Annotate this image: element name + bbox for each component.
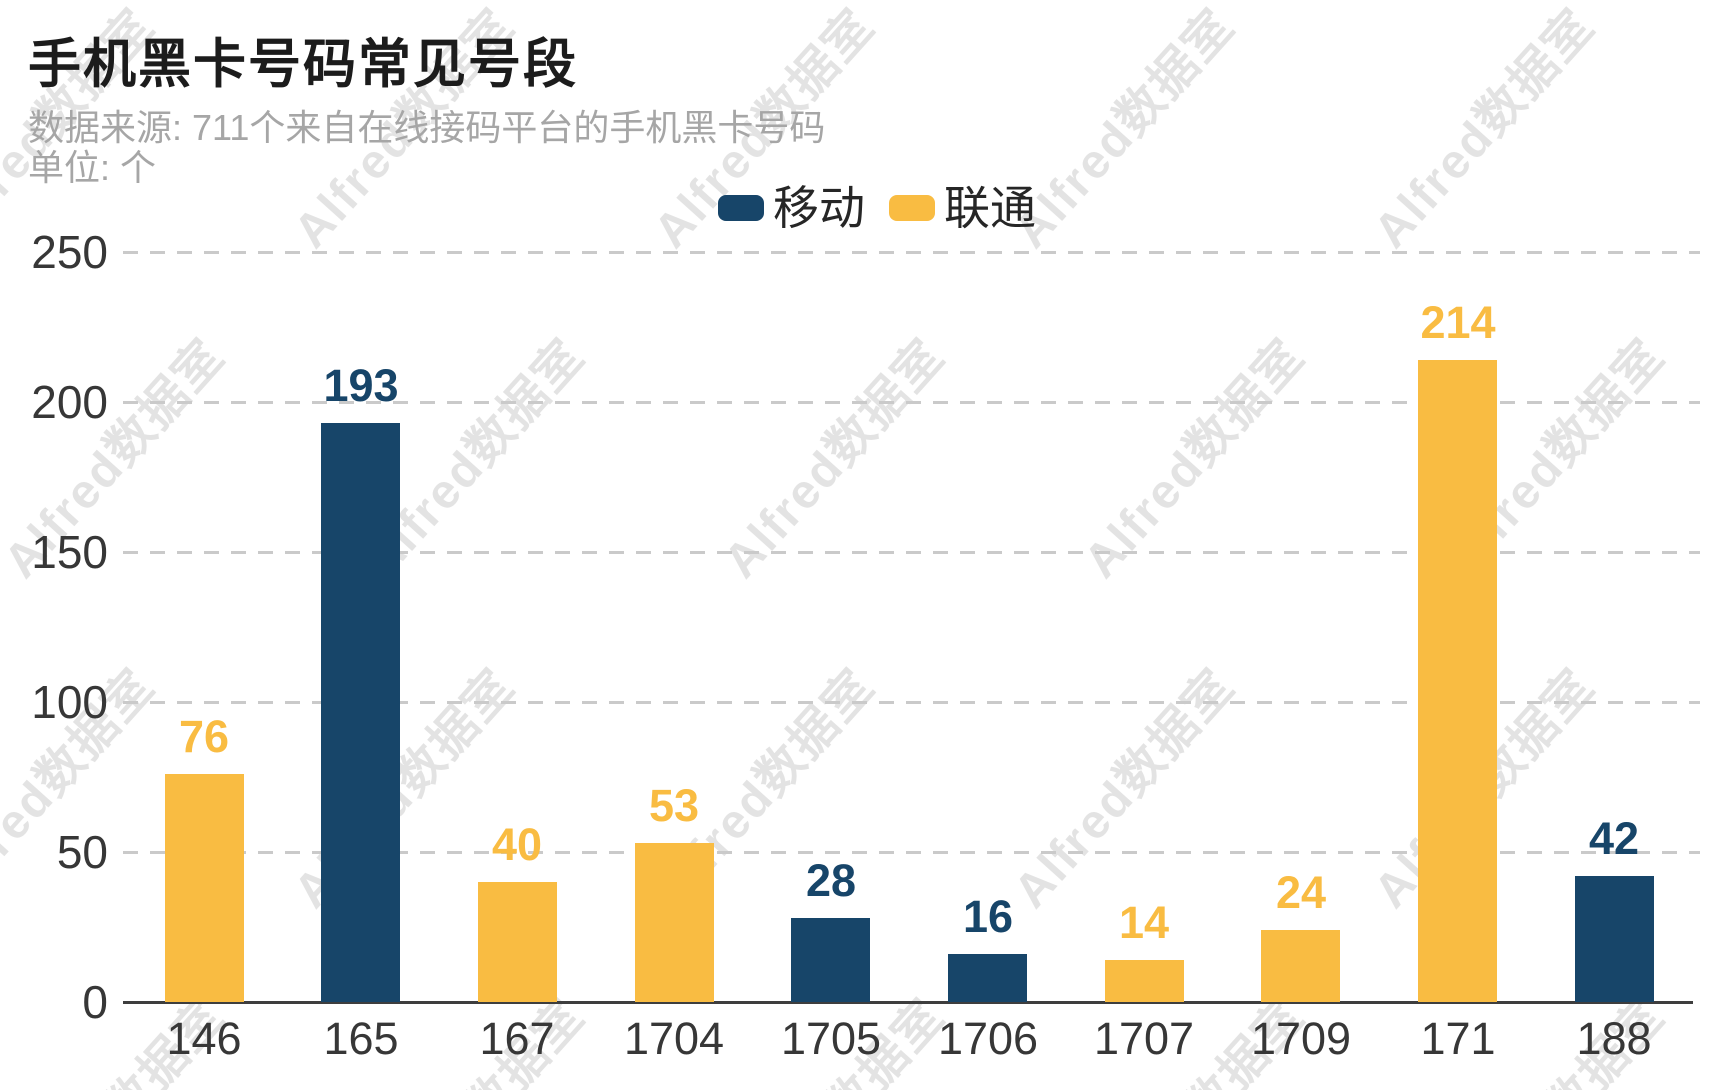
y-tick-label-0: 0 <box>82 976 108 1028</box>
x-tick-label-1705: 1705 <box>780 1013 882 1064</box>
x-tick-label-167: 167 <box>479 1013 555 1064</box>
y-tick-label-250: 250 <box>31 226 108 278</box>
watermark-text: Alfred数据室 <box>714 329 955 589</box>
chart-title: 手机黑卡号码常见号段 <box>28 35 578 94</box>
x-tick-label-146: 146 <box>166 1013 242 1064</box>
bar-188 <box>1575 876 1654 1002</box>
watermark-text: Alfred数据室 <box>1364 0 1605 259</box>
legend-label: 移动 <box>773 182 865 234</box>
gridline-150 <box>123 551 1700 554</box>
gridline-200 <box>123 401 1700 404</box>
bar-1705 <box>791 918 870 1002</box>
x-tick-label-171: 171 <box>1420 1013 1496 1064</box>
bar-146 <box>165 774 244 1002</box>
unit-note: 单位: 个 <box>28 147 157 188</box>
x-tick-label-1704: 1704 <box>623 1013 725 1064</box>
data-source-note: 数据来源: 711个来自在线接码平台的手机黑卡号码 <box>28 107 826 148</box>
legend-item-联通: 联通 <box>889 182 1036 234</box>
bar-1709 <box>1261 930 1340 1002</box>
y-tick-label-50: 50 <box>56 826 108 878</box>
bar-value-146: 76 <box>178 711 230 762</box>
y-tick-label-150: 150 <box>31 526 108 578</box>
watermark-text: Alfred数据室 <box>1724 659 1729 919</box>
bar-171 <box>1418 360 1497 1002</box>
bar-value-1707: 14 <box>1118 897 1170 948</box>
legend-label: 联通 <box>944 182 1036 234</box>
gridline-100 <box>123 701 1700 704</box>
bar-1704 <box>635 843 714 1002</box>
bar-1707 <box>1105 960 1184 1002</box>
bar-value-171: 214 <box>1420 297 1496 348</box>
legend-swatch-icon <box>889 195 935 221</box>
bar-value-1706: 16 <box>962 891 1014 942</box>
x-tick-label-1706: 1706 <box>937 1013 1039 1064</box>
x-axis-line <box>123 1001 1693 1004</box>
x-tick-label-1709: 1709 <box>1250 1013 1352 1064</box>
bar-1706 <box>948 954 1027 1002</box>
bar-165 <box>321 423 400 1002</box>
watermark-text: Alfred数据室 <box>1004 659 1245 919</box>
bar-value-188: 42 <box>1588 813 1640 864</box>
bar-167 <box>478 882 557 1002</box>
x-tick-label-188: 188 <box>1576 1013 1652 1064</box>
y-tick-label-200: 200 <box>31 376 108 428</box>
legend-item-移动: 移动 <box>718 182 865 234</box>
legend-swatch-icon <box>718 195 764 221</box>
gridline-50 <box>123 851 1700 854</box>
watermark-text: Alfred数据室 <box>284 659 525 919</box>
watermark-text: Alfred数据室 <box>1724 0 1729 259</box>
y-tick-label-100: 100 <box>31 676 108 728</box>
bar-value-167: 40 <box>491 819 543 870</box>
x-tick-label-165: 165 <box>323 1013 399 1064</box>
bar-value-1705: 28 <box>805 855 857 906</box>
watermark-text: Alfred数据室 <box>1074 329 1315 589</box>
gridline-250 <box>123 251 1700 254</box>
bar-value-165: 193 <box>323 360 399 411</box>
legend: 移动 联通 <box>718 182 1036 234</box>
bar-value-1704: 53 <box>648 780 700 831</box>
x-tick-label-1707: 1707 <box>1093 1013 1195 1064</box>
bar-value-1709: 24 <box>1275 867 1327 918</box>
